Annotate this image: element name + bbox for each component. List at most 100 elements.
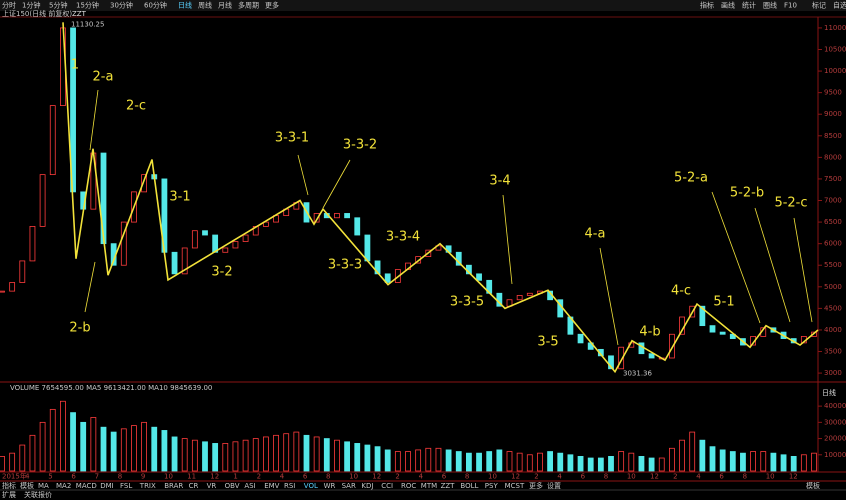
volume-bar [526,454,533,472]
indicator-tab[interactable]: 更多 [529,481,543,490]
template-button[interactable]: 模板 [806,481,820,490]
candle [608,355,614,370]
volume-bar [618,451,625,472]
candle [648,353,655,359]
indicator-tab[interactable]: CR [189,482,199,490]
bottom-button[interactable]: 扩展 [2,490,16,499]
toolbar-button[interactable]: 5分钟 [49,1,67,10]
volume-bar [394,451,401,472]
indicator-tab[interactable]: MCST [505,482,525,490]
x-tick-label: 10 [349,473,358,481]
toolbar-button[interactable]: 分时 [2,1,16,10]
candle [618,346,625,370]
volume-bar [547,451,553,472]
toolbar-button[interactable]: 标记 [812,1,826,10]
candle [374,260,381,275]
volume-bar [344,441,351,472]
toolbar-button[interactable]: 15分钟 [76,1,99,10]
toolbar-button[interactable]: 30分钟 [110,1,133,10]
indicator-tab[interactable]: DMI [100,482,114,490]
indicator-tab[interactable]: MTM [421,482,437,490]
indicator-tab[interactable]: BOLL [460,482,478,490]
candle [39,174,46,227]
indicator-tab[interactable]: BRAR [164,482,183,490]
indicator-tab[interactable]: MA [38,482,49,490]
x-tick-label: 4 [280,473,285,481]
wave-label: 1 [71,58,79,73]
volume-bar [577,456,584,472]
indicator-tab[interactable]: ROC [401,482,416,490]
wave-label: 3-1 [169,190,190,205]
volume-bar [800,454,807,472]
indicator-tab[interactable]: FSL [120,482,132,490]
indicator-tab[interactable]: ASI [244,482,255,490]
indicator-tab[interactable]: WR [324,482,336,490]
bottom-button[interactable]: 关联报价 [24,490,52,499]
toolbar-bg [0,0,846,11]
indicator-tab[interactable]: PSY [485,482,499,490]
volume-bar [242,439,249,472]
y-tick-label: 10000 [824,67,846,75]
toolbar-button[interactable]: 圈线 [763,1,777,10]
candle [19,260,26,283]
indicator-tab[interactable]: 设置 [547,481,561,490]
x-tick-label: 4 [696,473,701,481]
x-tick-label: 4 [25,473,30,481]
volume-bar [557,452,564,472]
candle [242,234,249,242]
candle [202,230,208,236]
toolbar-button[interactable]: 多周期 [238,1,259,10]
volume-bar [405,451,411,472]
toolbar-button[interactable]: F10 [784,2,797,10]
toolbar-button[interactable]: 周线 [198,1,212,10]
volume-bar [171,436,178,472]
toolbar-button[interactable]: 自选 [833,1,846,10]
indicator-tab[interactable]: CCI [381,482,393,490]
indicator-tab[interactable]: MACD [76,482,97,490]
x-tick-label: 4 [419,473,424,481]
x-tick-label: 2 [534,473,538,481]
candle [476,273,482,281]
candle [191,230,198,249]
volume-bar [435,447,442,472]
toolbar-button[interactable]: 月线 [218,1,232,10]
toolbar-button[interactable]: 日线 [178,1,192,10]
toolbar-button[interactable]: 画线 [721,1,735,10]
indicator-tab[interactable]: RSI [284,482,295,490]
volume-bar [191,439,198,472]
volume-bar [658,457,665,472]
x-tick-label: 7 [95,473,99,481]
indicator-tab[interactable]: ZZT [441,482,456,490]
wave-label: 3-3-5 [450,295,484,310]
volume-bar [313,436,320,472]
volume-bar [273,434,279,472]
indicator-tab[interactable]: EMV [264,482,279,490]
wave-label: 3-2 [211,265,232,280]
candle [516,295,523,301]
x-tick-label: 12 [511,473,520,481]
indicator-tab[interactable]: VR [207,482,217,490]
toolbar-button[interactable]: 60分钟 [144,1,167,10]
indicator-tab[interactable]: 指标 [2,481,16,490]
toolbar-button[interactable]: 更多 [265,1,279,10]
toolbar-button[interactable]: 1分钟 [22,1,40,10]
volume-bar [19,444,26,472]
indicator-tab[interactable]: VOL [304,482,318,490]
indicator-tab[interactable]: OBV [225,482,240,490]
volume-bar [141,421,148,472]
indicator-tab[interactable]: 模板 [20,481,34,490]
x-tick-label: 10 [766,473,775,481]
indicator-tab[interactable]: KDJ [361,482,373,490]
indicator-tab[interactable]: SAR [342,482,356,490]
toolbar-button[interactable]: 统计 [742,1,756,10]
indicator-tab[interactable]: TRIX [139,482,156,490]
wave-label: 3-5 [537,335,558,350]
candle [0,290,5,293]
toolbar-button[interactable]: 指标 [700,1,714,10]
indicator-tab[interactable]: MA2 [56,482,71,490]
volume-bar [709,446,716,472]
y-tick-label: 7500 [824,175,842,183]
volume-bar [80,421,87,472]
y-tick-label: 6000 [824,240,842,248]
x-tick-label: 2 [673,473,677,481]
